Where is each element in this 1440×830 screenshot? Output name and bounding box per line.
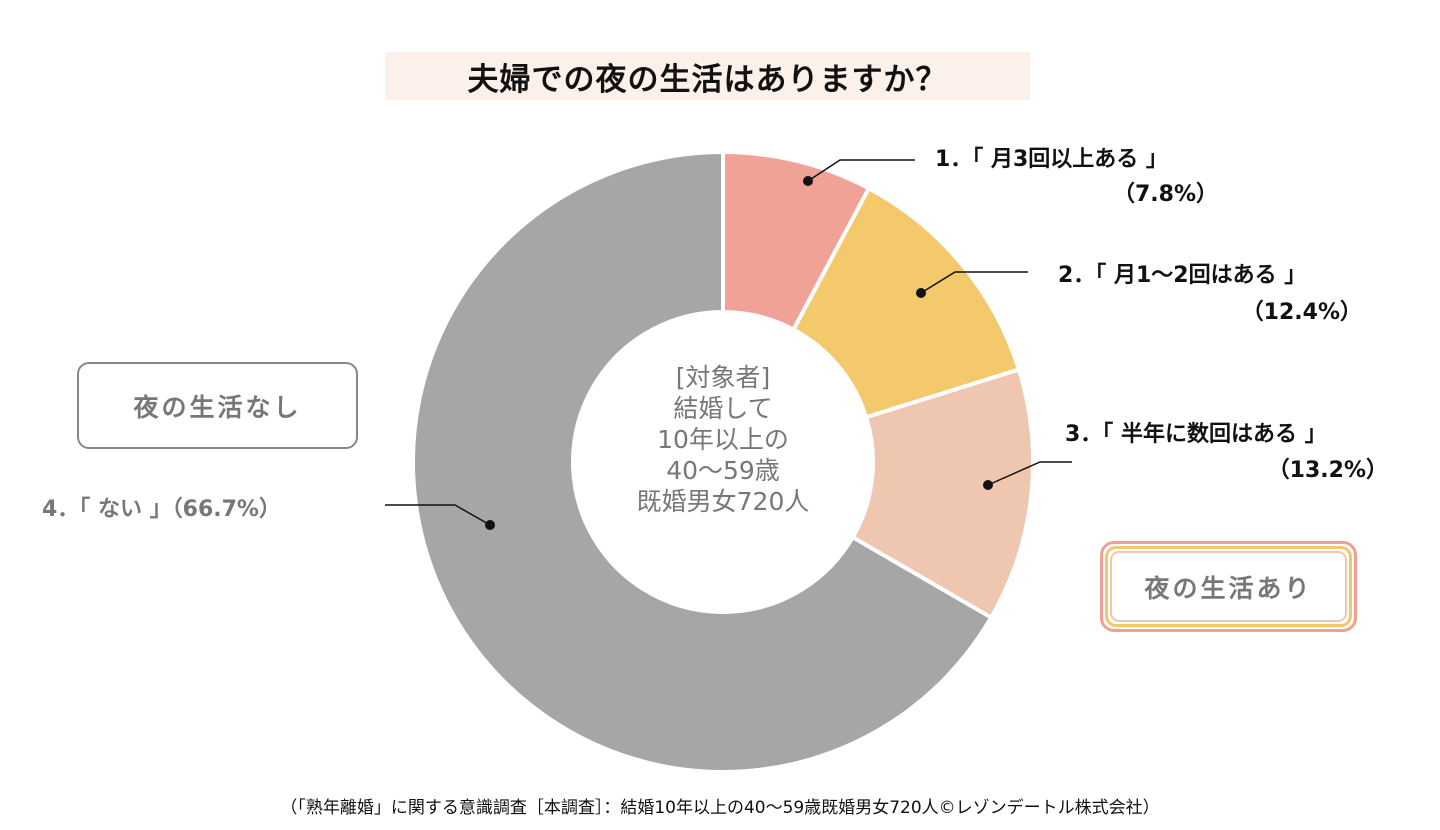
leader-dot-2 [916, 288, 926, 298]
center-line: [対象者] [675, 363, 771, 392]
chart-title: 夫婦での夜の生活はありますか？ [385, 52, 1030, 100]
group-label-yes: 夜の生活あり [1110, 551, 1347, 622]
slice-label-3: 3．「 半年に数回はある 」 [1065, 422, 1327, 447]
leader-line-3 [987, 461, 1072, 486]
slice-value-2: （12.4%） [1241, 300, 1362, 325]
source-note: （「熟年離婚」に関する意識調査［本調査］：結婚10年以上の40～59歳既婚男女7… [280, 798, 1160, 818]
leader-line-4 [385, 504, 491, 526]
center-line: 結婚して [673, 394, 773, 423]
slice-label-4: 4．「 ない 」（66.7%） [42, 491, 281, 523]
center-line: 40～59歳 [666, 456, 780, 485]
slice-label-1: 1．「 月3回以上ある 」 [935, 147, 1168, 172]
leader-line-1 [807, 159, 915, 182]
donut-slice-3 [850, 367, 1035, 621]
center-text: [対象者] 結婚して 10年以上の 40～59歳 既婚男女720人 [573, 362, 873, 517]
slice-value-4: （66.7%） [171, 497, 281, 522]
center-line: 10年以上の [657, 425, 789, 454]
center-line: 既婚男女720人 [636, 487, 810, 516]
leader-dot-1 [803, 176, 813, 186]
group-label-none: 夜の生活なし [77, 362, 358, 449]
leader-dot-4 [485, 520, 495, 530]
slice-label-2: 2．「 月1～2回はある 」 [1058, 263, 1307, 288]
slice-value-3: （13.2%） [1267, 458, 1388, 483]
slice-value-1: （7.8%） [1112, 182, 1218, 207]
leader-line-2 [920, 271, 1028, 294]
leader-dot-3 [983, 480, 993, 490]
donut-slice-4 [411, 149, 994, 774]
slice-label-4-name: 4．「 ない 」 [42, 497, 172, 522]
donut-slice-2 [790, 185, 1022, 420]
group-label-yes-frame: 夜の生活あり [1100, 541, 1357, 632]
